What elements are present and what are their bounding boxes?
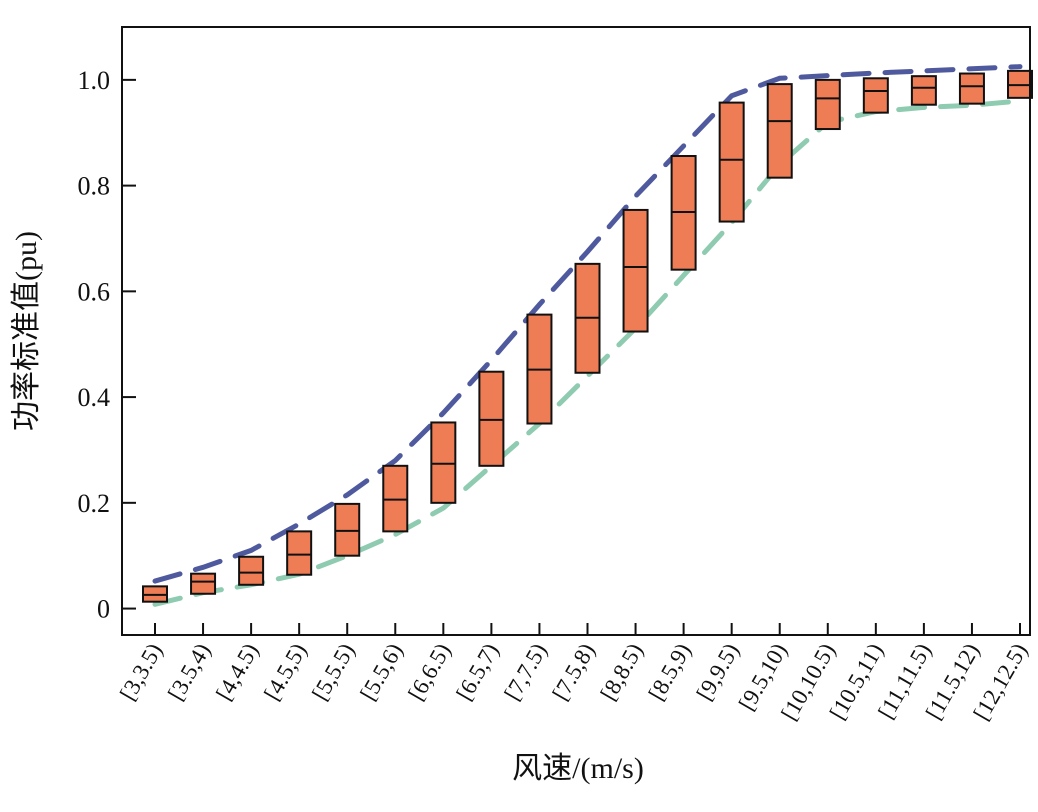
- x-tick-label: [9,9.5): [692, 639, 744, 705]
- box-0: [142, 585, 168, 603]
- x-tick-label: [4,4.5): [211, 639, 263, 705]
- box-rect: [814, 78, 841, 131]
- x-tick-label: [7.5,8): [548, 639, 600, 705]
- x-tick-label: [5,5.5): [307, 639, 359, 705]
- box-11: [670, 155, 697, 271]
- y-tick-label: 0: [97, 595, 110, 624]
- box-18: [1007, 69, 1033, 99]
- x-tick-label: [3,3.5): [115, 639, 167, 705]
- y-tick-label: 0.6: [78, 277, 111, 306]
- x-tick-label: [6.5,7): [451, 639, 503, 705]
- y-axis-label: 功率标准值(pu): [10, 231, 43, 431]
- y-axis: 0 0.2 0.4 0.6 0.8 1.0: [78, 66, 136, 624]
- box-4: [334, 502, 361, 557]
- y-tick-label: 0.2: [78, 489, 111, 518]
- x-tick-label: [4.5,5): [259, 639, 311, 705]
- x-axis: [3,3.5)[3.5,4)[4,4.5)[4.5,5)[5,5.5)[5.5,…: [115, 623, 1032, 725]
- box-rect: [766, 83, 793, 179]
- box-rect: [382, 464, 409, 533]
- box-16: [910, 75, 937, 106]
- box-7: [478, 370, 505, 467]
- box-rect: [286, 530, 313, 576]
- y-tick-label: 1.0: [78, 66, 111, 95]
- box-rect: [334, 502, 361, 557]
- upper-envelope-line: [152, 64, 1023, 584]
- x-tick-label: [8,8.5): [596, 639, 648, 705]
- box-rect: [958, 72, 985, 105]
- box-rect: [622, 208, 649, 333]
- boxes: [142, 69, 1033, 603]
- box-3: [286, 530, 313, 576]
- box-17: [958, 72, 985, 105]
- x-tick-label: [6,6.5): [403, 639, 455, 705]
- box-rect: [190, 572, 217, 595]
- box-13: [766, 83, 793, 179]
- box-5: [382, 464, 409, 533]
- x-tick-label: [8.5,9): [644, 639, 696, 705]
- y-tick-label: 0.8: [78, 172, 111, 201]
- box-6: [430, 421, 457, 504]
- x-axis-label: 风速/(m/s): [512, 752, 644, 785]
- box-rect: [910, 75, 937, 106]
- box-rect: [478, 370, 505, 467]
- box-14: [814, 78, 841, 131]
- box-rect: [718, 101, 745, 223]
- box-rect: [430, 421, 457, 504]
- y-tick-label: 0.4: [78, 383, 111, 412]
- box-10: [622, 208, 649, 333]
- box-2: [238, 555, 265, 586]
- box-rect: [862, 77, 889, 114]
- box-9: [574, 262, 601, 374]
- box-12: [718, 101, 745, 223]
- box-1: [190, 572, 217, 595]
- box-15: [862, 77, 889, 114]
- box-rect: [238, 555, 265, 586]
- x-tick-label: [7,7.5): [499, 639, 551, 705]
- x-tick-label: [3.5,4): [163, 639, 215, 705]
- box-8: [526, 313, 553, 425]
- x-tick-label: [5.5,6): [355, 639, 407, 705]
- plot-frame: [121, 26, 1031, 636]
